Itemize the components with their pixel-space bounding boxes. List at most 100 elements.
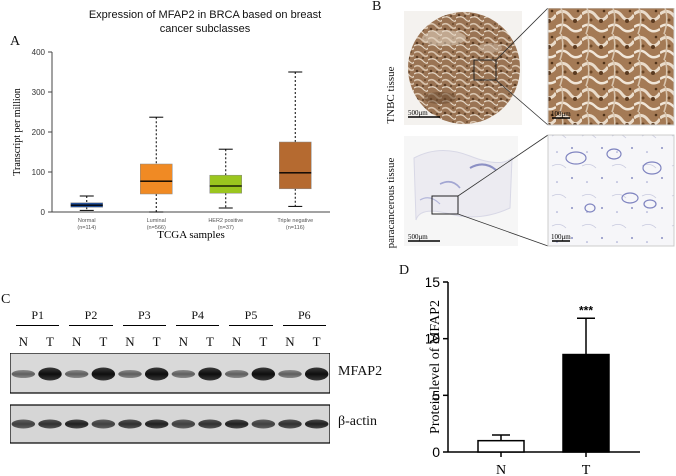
mfap2-band [38,367,62,381]
mfap2-band [118,370,142,378]
x-tick-label: Normal [78,218,96,224]
lane-label-n: N [178,334,189,349]
tnbc-scale-left: 500μm [408,109,428,117]
pair-label-p1: P1 [16,308,60,326]
lane-label-n: N [71,334,82,349]
significance-label: *** [579,303,593,317]
actin-band [64,419,89,429]
actin-band-label: β-actin [338,414,377,429]
actin-band [278,419,302,429]
x-tick-count: (n=114) [77,225,96,231]
para-row-label-wrap: paracancerous tissue [384,158,398,249]
pair-label-p2: P2 [69,308,113,326]
x-axis-label: TCGA samples [157,229,225,241]
bar-chart: 0 5 10 15 Protein level of MFAP2 N T *** [426,274,640,476]
panel-b-letter: B [372,0,382,14]
bar-t [562,353,610,453]
mfap2-band [11,370,36,378]
y-tick-label: 0 [41,208,46,217]
box-plot-chart: 0 100 200 300 400 Transcript per million TCGA … [12,48,330,241]
mfap2-band [251,367,276,381]
pair-label-p4: P4 [176,308,220,326]
para-zoom-box [431,195,459,215]
actin-band [251,419,276,429]
tnbc-zoom-box [473,59,497,81]
y-tick-label: 300 [32,88,46,97]
lane-label-t: T [259,334,268,349]
tnbc-zoom-image [547,8,675,126]
mfap2-band [171,370,196,378]
x-tick-label: Luminal [147,218,166,224]
lane-label-n: N [18,334,29,349]
tnbc-core [408,12,520,124]
iqr-box [279,141,312,190]
x-tick-label: Triple negative [277,218,313,224]
bar-n [477,439,525,453]
patient-pair-labels: P1 P2 P3 P4 P5 P6 [10,308,330,330]
lane-label-t: T [206,334,214,349]
para-scale-right: 100μm [551,233,571,241]
box-luminal [140,116,173,213]
tissue-images: 500μm 100μm 500μm 100μm [404,8,675,247]
actin-band [11,419,36,429]
box-normal [70,195,103,211]
lane-label-n: N [125,334,135,349]
pair-label-p3: P3 [122,308,166,326]
panel-c-letter: C [1,292,11,307]
tnbc-row-label: TNBC tissue [385,66,397,124]
tnbc-row-label-wrap: TNBC tissue [384,66,398,123]
x-tick-count: (n=116) [286,225,305,231]
y-tick-label: 400 [32,48,46,57]
para-zoom-image [547,134,675,247]
mfap2-band [304,367,329,381]
panel-a-letter: A [10,34,21,49]
actin-band [38,419,62,429]
y-tick-label: 200 [32,128,46,137]
actin-band [118,419,142,429]
chart-a-title: Expression of MFAP2 in BRCA based on bre… [40,8,370,36]
box-triple-negative [279,71,312,207]
mfap2-band [224,370,249,378]
y-tick-label: 100 [32,168,46,177]
actin-band [171,419,196,429]
y-axis-label: Transcript per million [12,88,23,175]
iqr-box [209,174,242,194]
lane-label-n: N [285,334,295,349]
para-scale-left: 500μm [408,233,428,241]
mfap2-band [278,370,302,378]
para-row-label: paracancerous tissue [385,157,397,249]
x-tick-label: HER2 positive [208,218,243,224]
x-tick-count: (n=566) [147,225,166,231]
mfap2-band [144,367,169,381]
lane-label-t: T [152,334,161,349]
panel-d-letter: D [399,263,410,278]
x-tick-label: T [582,463,591,476]
mfap2-band [198,367,222,381]
mfap2-band [64,370,89,378]
y-tick-label: 15 [426,274,440,290]
mfap2-band [91,367,116,381]
lane-label-t: T [99,334,108,349]
y-tick-label: 5 [432,387,440,403]
western-blot [10,353,330,444]
mfap2-band-label: MFAP2 [338,364,383,379]
tnbc-scale-right: 100μm [551,110,571,118]
chart-a-title-line-1: Expression of MFAP2 in BRCA based on bre… [88,9,322,21]
y-axis-label: Protein level of MFAP2 [428,300,443,434]
actin-band [144,419,169,429]
actin-band [224,419,249,429]
x-tick-label: N [496,463,506,476]
y-tick-label: 10 [426,331,440,347]
actin-band [304,419,329,429]
chart-a-title-line-2: cancer subclasses [159,23,251,35]
lane-label-n: N [231,334,242,349]
actin-band [198,419,222,429]
lane-label-t: T [46,334,54,349]
pair-label-p5: P5 [229,308,273,326]
mfap2-blot-strip [10,353,330,394]
actin-blot-strip [10,404,330,444]
x-tick-count: (n=37) [218,225,234,231]
y-tick-label: 0 [432,444,440,460]
actin-band [91,419,116,429]
